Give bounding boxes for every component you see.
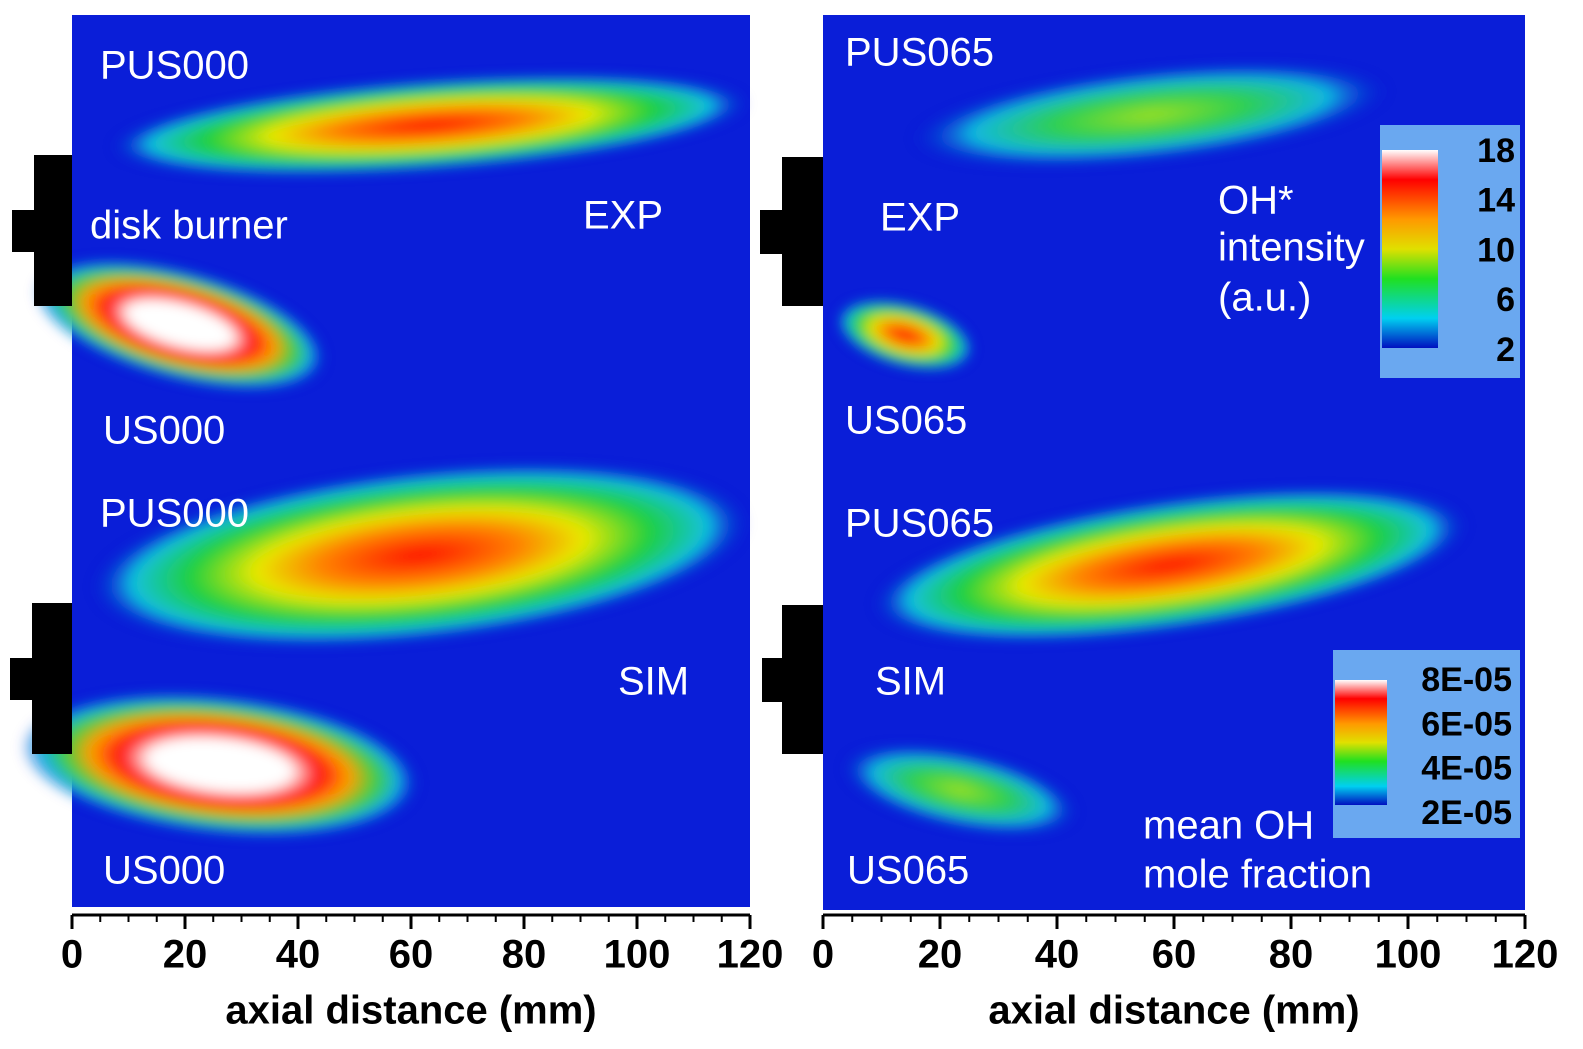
left-panel (10, 15, 750, 907)
x-tick-label: 0 (812, 933, 834, 977)
x-tick-label: 60 (1152, 933, 1197, 977)
annotation: EXP (583, 194, 663, 238)
flames (20, 74, 750, 838)
annotation: PUS065 (845, 502, 994, 546)
annotation: US000 (103, 409, 225, 453)
burner (10, 155, 72, 754)
colorbar-tick-label: 8E-05 (1421, 661, 1512, 699)
annotation: EXP (880, 196, 960, 240)
colorbar-tick-label: 2E-05 (1421, 794, 1512, 832)
colorbar-tick-label: 14 (1477, 182, 1515, 220)
colorbar-title: mean OH (1143, 804, 1314, 848)
annotation: US065 (845, 399, 967, 443)
annotation: disk burner (90, 204, 288, 248)
annotation: SIM (875, 660, 946, 704)
x-tick-label: 40 (276, 933, 321, 977)
colorbar-tick-label: 6 (1496, 281, 1515, 319)
annotation: SIM (618, 660, 689, 704)
colorbar-title: (a.u.) (1218, 276, 1311, 320)
colorbar (1382, 150, 1438, 348)
right-panel (760, 15, 1525, 910)
colorbar-title: OH* (1218, 179, 1294, 223)
x-tick-label: 100 (1375, 933, 1442, 977)
annotation: PUS000 (100, 44, 249, 88)
burner (760, 157, 823, 754)
colorbar-tick-label: 10 (1477, 231, 1515, 269)
x-tick-label: 80 (502, 933, 547, 977)
x-tick-label: 80 (1269, 933, 1314, 977)
colorbar-title: intensity (1218, 226, 1365, 270)
x-tick-label: 120 (1492, 933, 1559, 977)
x-tick-label: 60 (389, 933, 434, 977)
colorbar-tick-label: 6E-05 (1421, 705, 1512, 743)
colorbar (1335, 680, 1387, 805)
x-tick-label: 120 (717, 933, 784, 977)
x-tick-label: 20 (918, 933, 963, 977)
x-tick-label: 20 (163, 933, 208, 977)
x-tick-label: 0 (61, 933, 83, 977)
annotation: PUS000 (100, 492, 249, 536)
colorbar-tick-label: 18 (1477, 132, 1515, 170)
colorbar-tick-label: 4E-05 (1421, 750, 1512, 788)
annotation: US000 (103, 849, 225, 893)
x-tick-label: 100 (604, 933, 671, 977)
annotation: PUS065 (845, 31, 994, 75)
x-axis-label: axial distance (mm) (225, 989, 596, 1033)
x-axis-label: axial distance (mm) (988, 989, 1359, 1033)
flames (836, 63, 1468, 835)
annotation: US065 (847, 849, 969, 893)
x-tick-label: 40 (1035, 933, 1080, 977)
colorbar-tick-label: 2 (1496, 331, 1515, 369)
colorbar-title: mole fraction (1143, 853, 1372, 897)
